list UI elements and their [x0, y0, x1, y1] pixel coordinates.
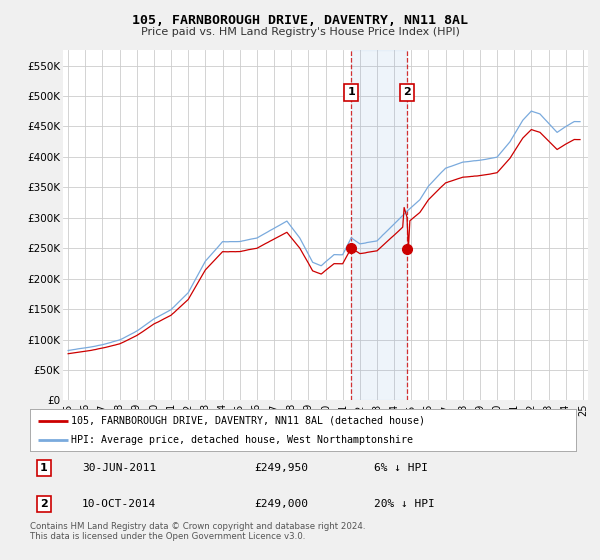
Text: 2: 2: [40, 499, 47, 509]
Text: £249,950: £249,950: [254, 463, 308, 473]
Text: 1: 1: [40, 463, 47, 473]
Text: 1: 1: [347, 87, 355, 97]
Text: HPI: Average price, detached house, West Northamptonshire: HPI: Average price, detached house, West…: [71, 435, 413, 445]
Text: 20% ↓ HPI: 20% ↓ HPI: [374, 499, 435, 509]
Text: £249,000: £249,000: [254, 499, 308, 509]
Text: 105, FARNBOROUGH DRIVE, DAVENTRY, NN11 8AL: 105, FARNBOROUGH DRIVE, DAVENTRY, NN11 8…: [132, 14, 468, 27]
Bar: [351, 50, 407, 400]
Text: 10-OCT-2014: 10-OCT-2014: [82, 499, 156, 509]
Text: Contains HM Land Registry data © Crown copyright and database right 2024.
This d: Contains HM Land Registry data © Crown c…: [30, 522, 365, 542]
Text: 105, FARNBOROUGH DRIVE, DAVENTRY, NN11 8AL (detached house): 105, FARNBOROUGH DRIVE, DAVENTRY, NN11 8…: [71, 416, 425, 426]
Text: 6% ↓ HPI: 6% ↓ HPI: [374, 463, 428, 473]
Text: 2: 2: [403, 87, 411, 97]
Text: 30-JUN-2011: 30-JUN-2011: [82, 463, 156, 473]
Text: Price paid vs. HM Land Registry's House Price Index (HPI): Price paid vs. HM Land Registry's House …: [140, 27, 460, 37]
